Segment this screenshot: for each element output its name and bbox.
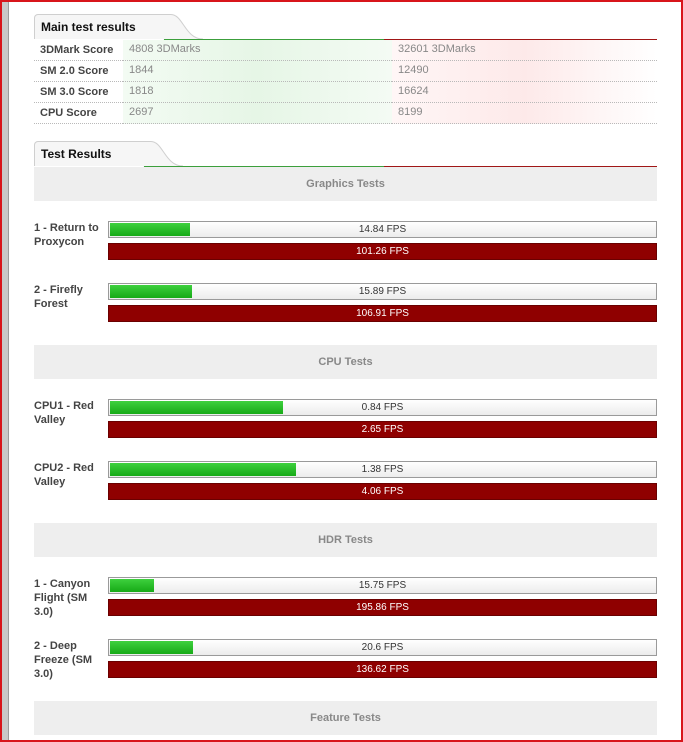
score-bar-a-fill bbox=[110, 579, 154, 592]
fps-value-b: 106.91 FPS bbox=[356, 308, 409, 319]
benchmark-row: 1 - Canyon Flight (SM 3.0) 15.75 FPS 195… bbox=[34, 577, 657, 639]
fps-value-a: 14.84 FPS bbox=[358, 224, 407, 235]
tab-curve-decoration bbox=[163, 14, 203, 40]
test-name: 2 - Deep Freeze (SM 3.0) bbox=[34, 640, 93, 680]
score-bar-b: 195.86 FPS bbox=[108, 599, 657, 616]
table-row: SM 3.0 Score 1818 16624 bbox=[34, 81, 657, 103]
main-results-title: Main test results bbox=[34, 14, 164, 39]
header-rule-red bbox=[384, 39, 657, 40]
score-value-b: 16624 bbox=[392, 81, 657, 103]
section-hdr-tests: HDR Tests bbox=[34, 523, 657, 557]
test-results-title: Test Results bbox=[34, 141, 144, 166]
test-name: CPU1 - Red Valley bbox=[34, 400, 94, 426]
fps-value-a: 0.84 FPS bbox=[361, 402, 404, 413]
header-rule-green bbox=[164, 39, 384, 40]
score-value-a: 1818 bbox=[123, 81, 392, 103]
benchmark-row: 2 - Deep Freeze (SM 3.0) 20.6 FPS 136.62… bbox=[34, 639, 657, 701]
score-value-b: 32601 3DMarks bbox=[392, 40, 657, 61]
score-bar-a-fill bbox=[110, 285, 192, 298]
fps-value-a: 1.38 FPS bbox=[361, 464, 404, 475]
header-rule-green bbox=[144, 166, 384, 167]
score-value-a: 4808 3DMarks bbox=[123, 40, 392, 61]
main-results-panel: Main test results 3DMark Score 4808 3DMa… bbox=[34, 14, 657, 124]
score-bar-b: 101.26 FPS bbox=[108, 243, 657, 260]
score-bar-a: 1.38 FPS bbox=[108, 461, 657, 478]
score-bar-a: 14.84 FPS bbox=[108, 221, 657, 238]
fps-value-a: 15.89 FPS bbox=[358, 286, 407, 297]
score-bar-b: 106.91 FPS bbox=[108, 305, 657, 322]
main-results-table: 3DMark Score 4808 3DMarks 32601 3DMarks … bbox=[34, 40, 657, 124]
score-value-b: 12490 bbox=[392, 60, 657, 82]
fps-value-b: 2.65 FPS bbox=[361, 424, 404, 435]
score-bar-a-fill bbox=[110, 401, 284, 414]
section-cpu-tests: CPU Tests bbox=[34, 345, 657, 379]
score-bar-a-fill bbox=[110, 641, 193, 654]
test-name: CPU2 - Red Valley bbox=[34, 462, 94, 488]
score-bar-a: 0.84 FPS bbox=[108, 399, 657, 416]
fps-value-b: 136.62 FPS bbox=[356, 664, 409, 675]
score-bar-a-fill bbox=[110, 463, 296, 476]
score-value-a: 1844 bbox=[123, 60, 392, 82]
score-bar-a-fill bbox=[110, 223, 191, 236]
fps-value-b: 195.86 FPS bbox=[356, 602, 409, 613]
test-results-panel: Test Results bbox=[34, 141, 657, 167]
test-results-header: Test Results bbox=[34, 141, 657, 167]
tab-curve-decoration bbox=[143, 141, 183, 167]
table-row: 3DMark Score 4808 3DMarks 32601 3DMarks bbox=[34, 40, 657, 61]
benchmark-row: 1 - Return to Proxycon 14.84 FPS 101.26 … bbox=[34, 221, 657, 283]
score-value-a: 2697 bbox=[123, 102, 392, 124]
score-bar-a: 20.6 FPS bbox=[108, 639, 657, 656]
score-bar-a: 15.89 FPS bbox=[108, 283, 657, 300]
score-bar-b: 2.65 FPS bbox=[108, 421, 657, 438]
benchmark-row: 2 - Firefly Forest 15.89 FPS 106.91 FPS bbox=[34, 283, 657, 345]
section-feature-tests: Feature Tests bbox=[34, 701, 657, 735]
header-rule-red bbox=[384, 166, 657, 167]
test-name: 1 - Canyon Flight (SM 3.0) bbox=[34, 578, 91, 618]
fps-value-a: 15.75 FPS bbox=[358, 580, 407, 591]
table-row: CPU Score 2697 8199 bbox=[34, 102, 657, 124]
fps-value-b: 101.26 FPS bbox=[356, 246, 409, 257]
test-name: 1 - Return to Proxycon bbox=[34, 222, 99, 248]
window-left-edge bbox=[2, 2, 9, 740]
score-bar-a: 15.75 FPS bbox=[108, 577, 657, 594]
score-label: CPU Score bbox=[34, 102, 123, 124]
main-results-header: Main test results bbox=[34, 14, 657, 40]
fps-value-a: 20.6 FPS bbox=[361, 642, 404, 653]
score-label: SM 3.0 Score bbox=[34, 81, 123, 103]
fps-value-b: 4.06 FPS bbox=[361, 486, 404, 497]
score-label: SM 2.0 Score bbox=[34, 60, 123, 82]
section-graphics-tests: Graphics Tests bbox=[34, 167, 657, 201]
score-bar-b: 136.62 FPS bbox=[108, 661, 657, 678]
score-bar-b: 4.06 FPS bbox=[108, 483, 657, 500]
score-label: 3DMark Score bbox=[34, 40, 123, 61]
table-row: SM 2.0 Score 1844 12490 bbox=[34, 60, 657, 82]
score-value-b: 8199 bbox=[392, 102, 657, 124]
test-name: 2 - Firefly Forest bbox=[34, 284, 83, 310]
benchmark-row: CPU2 - Red Valley 1.38 FPS 4.06 FPS bbox=[34, 461, 657, 523]
benchmark-row: CPU1 - Red Valley 0.84 FPS 2.65 FPS bbox=[34, 399, 657, 461]
